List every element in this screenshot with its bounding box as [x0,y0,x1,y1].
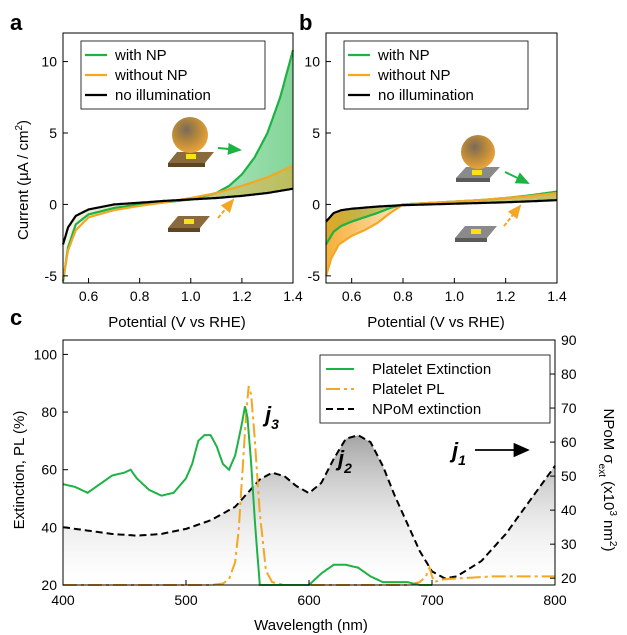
panel-a-legend-box [80,40,266,110]
panel-a-xtick-label: 0.8 [130,288,150,304]
panel-c-y2tick-label: 90 [561,332,577,348]
panel-c-ylabel-left: Extinction, PL (%) [11,411,28,530]
panel-c-legend-label: NPoM extinction [372,401,481,418]
panel-c-xlabel: Wavelength (nm) [254,617,368,634]
panel-c-y2tick-label: 60 [561,434,577,450]
panel-a-ytick-label: 5 [49,125,57,141]
panel-a-ytick-label: -5 [45,268,58,284]
panel-a-legend-label: with NP [114,47,167,64]
panel-b-letter: b [299,10,312,35]
panel-b-ytick-label: 10 [304,54,320,70]
panel-b-xtick-label: 1.0 [445,288,465,304]
panel-b-fill-1 [326,193,557,276]
panel-c-xtick-label: 700 [420,592,444,608]
panel-c-ytick-label: 20 [41,577,57,593]
panel-c-legend-label: Platelet Extinction [372,361,491,378]
panel-c-ylabel-right: NPoM σext (x103 nm2) [596,409,618,552]
panel-b-ytick-label: 0 [312,196,320,212]
panel-b-xtick-label: 0.8 [393,288,413,304]
panel-c-xtick-label: 500 [174,592,198,608]
panel-a-fill-1 [63,165,293,279]
panel-a-bare-schematic [168,198,235,232]
panel-b-ytick-label: -5 [308,268,321,284]
panel-a-ytick-label: 10 [41,54,57,70]
panel-c-xtick-label: 600 [297,592,321,608]
panel-a-plot: 0.6 0.8 1.0 1.2 1.4 -5 0 5 10 with NP without NP no… [41,32,303,304]
panel-c-ytick-label: 40 [41,519,57,535]
panel-a-legend-label: no illumination [115,87,211,104]
panel-b-xtick-label: 1.4 [547,288,567,304]
panel-c-xtick-label: 400 [51,592,75,608]
panel-a-xtick-label: 1.2 [232,288,252,304]
panel-a-np-schematic [168,117,242,167]
panel-c-y2tick-label: 80 [561,366,577,382]
panel-b-xtick-label: 1.2 [496,288,516,304]
panel-c-legend-box [319,354,551,424]
panel-b-series-2 [325,199,558,223]
panel-c-ytick-label: 80 [41,404,57,420]
panel-b-legend-label: with NP [377,47,430,64]
panel-b-legend-label: without NP [377,67,451,84]
panel-a-xtick-label: 1.4 [283,288,303,304]
panel-c-y2tick-label: 30 [561,536,577,552]
panel-c-legend-label: Platelet PL [372,381,445,398]
panel-c-xtick-label: 800 [543,592,567,608]
panel-b-np-schematic [456,135,530,184]
panel-b-legend-box [343,40,529,110]
panel-a-ytick-label: 0 [49,196,57,212]
panel-c-ytick-label: 60 [41,462,57,478]
panel-a-legend-label: without NP [114,67,188,84]
panel-b-series-1 [324,191,558,277]
panel-a-xtick-label: 1.0 [181,288,201,304]
annotation-j3: j3 [262,402,279,432]
panel-b-bare-schematic [455,204,522,242]
annotation-j2: j2 [335,446,352,476]
panel-c-y2tick-label: 70 [561,400,577,416]
panel-c-series-npom [62,434,556,580]
panel-c-y2tick-label: 50 [561,468,577,484]
annotation-j1: j1 [449,438,466,468]
panel-b-xtick-label: 0.6 [342,288,362,304]
panel-b-ytick-label: 5 [312,125,320,141]
panel-c-y2tick-label: 40 [561,502,577,518]
panel-a-frame [62,32,294,284]
panel-b-legend-label: no illumination [378,87,474,104]
panel-b-xlabel: Potential (V vs RHE) [367,314,505,331]
panel-a-xlabel: Potential (V vs RHE) [108,314,246,331]
panel-c-series-extinction [62,406,432,586]
panel-a-series-2 [61,187,294,245]
panel-b-frame [325,32,558,284]
panel-c-ytick-label: 100 [34,346,58,362]
panel-a-ylabel: Current (µA / cm2) [14,120,32,240]
panel-c-plot: 400 500 600 700 800 20 40 60 80 100 20 30 40 50 60 70 80… [34,332,577,608]
panel-a-letter: a [10,10,23,35]
panel-b-plot: 0.6 0.8 1.0 1.2 1.4 -5 0 5 10 with NP without NP no… [304,32,567,304]
panel-c-y2tick-label: 20 [561,570,577,586]
panel-c-npom-fill [63,435,555,585]
panel-c-letter: c [10,305,22,330]
panel-a-xtick-label: 0.6 [79,288,99,304]
